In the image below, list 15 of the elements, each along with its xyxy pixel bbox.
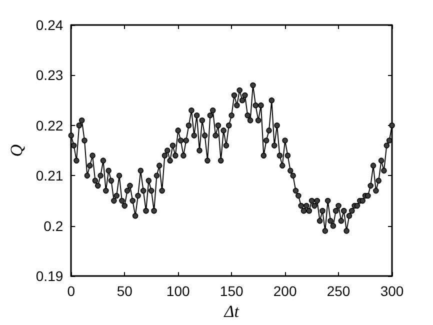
- x-tick-label: 50: [116, 283, 133, 300]
- x-tick-label: 100: [166, 283, 190, 300]
- y-tick-label: 0.2: [44, 218, 64, 234]
- y-tick-label: 0.24: [36, 17, 64, 33]
- x-axis-title: Δt: [223, 302, 240, 321]
- x-tick-label: 250: [326, 283, 350, 300]
- x-tick-label: 0: [67, 283, 76, 300]
- y-tick-label: 0.22: [36, 117, 64, 134]
- y-axis-title: Q: [7, 144, 26, 157]
- x-tick-label: 200: [273, 283, 297, 300]
- x-tick-label: 150: [220, 283, 244, 300]
- y-tick-label: 0.21: [36, 168, 64, 184]
- y-tick-label: 0.23: [36, 67, 64, 84]
- y-tick-label: 0.19: [36, 268, 64, 284]
- x-tick-label: 300: [380, 283, 404, 300]
